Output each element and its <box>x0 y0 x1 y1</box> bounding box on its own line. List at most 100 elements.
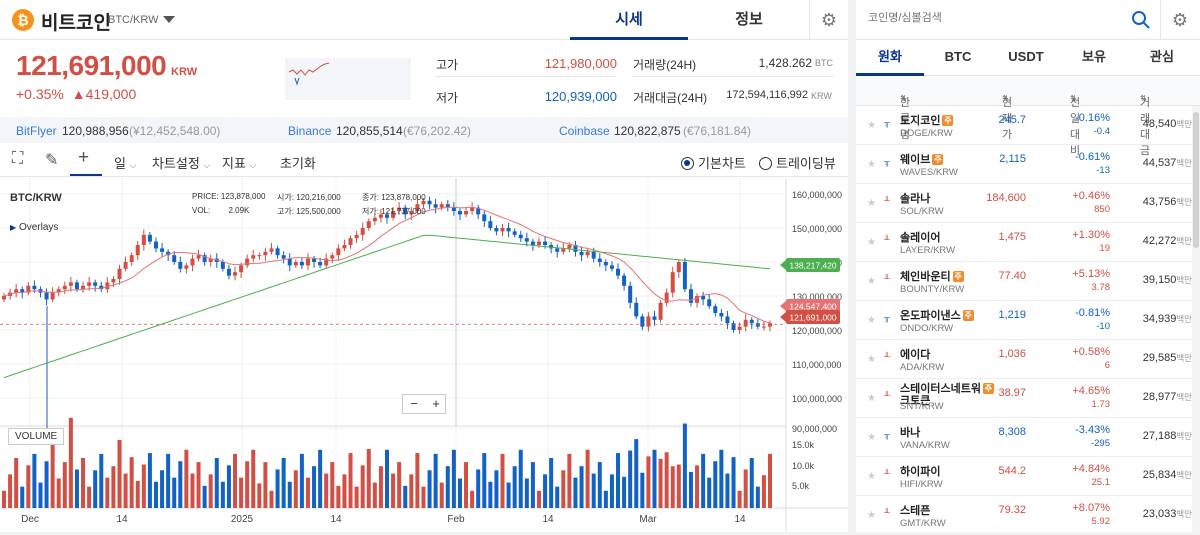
volume-bar <box>640 472 645 508</box>
exchange-name: BitFlyer <box>16 124 57 138</box>
coin-price: 2,115 <box>999 153 1026 165</box>
market-row[interactable]: ★ ╨ 에이다 ADA/KRW 1,036 +0.58% 6 29,585백만 <box>856 340 1192 379</box>
ohlc-open: 시가: 120,216,000 <box>277 192 341 203</box>
coin-name-line: 크토큰 <box>900 395 931 407</box>
candle-body <box>26 285 31 293</box>
candle-body <box>160 248 165 252</box>
candle-body <box>251 255 256 259</box>
chart-canvas[interactable]: 160,000,000150,000,000140,000,000130,000… <box>0 178 848 532</box>
coin-volume-value: 43,756 <box>1142 196 1177 208</box>
tab-btc[interactable]: BTC <box>944 49 972 64</box>
tradingview-radio[interactable]: 트레이딩뷰 <box>759 153 836 172</box>
period-select[interactable]: 일 ⌵ <box>114 153 136 172</box>
gear-icon[interactable]: ⚙ <box>1171 10 1189 30</box>
scrollbar[interactable] <box>1192 106 1200 532</box>
reset-button[interactable]: 초기화 <box>280 156 316 171</box>
x-tick-label: 14 <box>542 514 554 525</box>
tab-favorites[interactable]: 관심 <box>1150 49 1174 64</box>
volume-bar <box>500 453 505 508</box>
market-row[interactable]: ★ ╨ 솔레이어 LAYER/KRW 1,475 +1.30% 19 42,272백만 <box>856 223 1192 262</box>
volume-bar <box>616 453 621 508</box>
coin-change-abs: 6 <box>1104 360 1110 371</box>
divider <box>436 76 616 77</box>
coin-volume: 34,939백만 <box>1143 313 1192 325</box>
candle-body <box>433 204 438 208</box>
candle-body <box>50 292 55 300</box>
tab-price[interactable]: 시세 <box>570 0 688 40</box>
market-row[interactable]: ★ ╥ 웨이브 주 WAVES/KRW 2,115 -0.61% -13 44,537백만 <box>856 145 1192 184</box>
coin-change-abs: 25.1 <box>1091 477 1111 488</box>
volume-tick-label: 10.0k <box>792 461 815 471</box>
star-icon[interactable]: ★ <box>867 237 876 248</box>
star-icon[interactable]: ★ <box>867 510 876 521</box>
search-icon[interactable] <box>1130 9 1152 31</box>
star-icon[interactable]: ★ <box>867 471 876 482</box>
volume-bar <box>561 470 566 508</box>
market-row[interactable]: ★ ╨ 하이파이 HIFI/KRW 544.2 +4.84% 25.1 25,834백만 <box>856 457 1192 496</box>
price-unit: KRW <box>171 66 198 78</box>
market-row[interactable]: ★ ╥ 바나 VANA/KRW 8,308 -3.43% -295 27,188백만 <box>856 418 1192 457</box>
star-icon[interactable]: ★ <box>867 276 876 287</box>
volume-bar <box>403 485 408 508</box>
candle-body <box>135 245 140 256</box>
market-row[interactable]: ★ ╨ 체인바운티 주 BOUNTY/KRW 77.40 +5.13% 3.78 39,150백… <box>856 262 1192 301</box>
volume-bar <box>129 457 134 508</box>
coin-volume: 42,272백만 <box>1143 235 1192 247</box>
indicators-button[interactable]: 지표 ⌵ <box>222 153 256 172</box>
volume-bar <box>245 461 250 508</box>
candle-body <box>603 262 608 266</box>
market-row[interactable]: ★ ╨ 스테이터스네트워 주 크토큰 SNT/KRW 38.97 +4.65% 1.73 28,9… <box>856 379 1192 418</box>
volume-unit: 백만 <box>1176 470 1192 480</box>
market-row[interactable]: ★ ╥ 도지코인 주 DOGE/KRW 245.7 -0.16% -0.4 48,540백만 <box>856 106 1192 145</box>
candle-body <box>549 245 554 249</box>
volume-bar <box>56 478 61 508</box>
coin-price: 1,219 <box>998 309 1026 321</box>
pencil-icon[interactable]: ✎ <box>45 152 59 169</box>
volume-bar <box>451 449 456 508</box>
market-row[interactable]: ★ ╨ 솔라나 SOL/KRW 184,600 +0.46% 850 43,756백만 <box>856 184 1192 223</box>
tab-info[interactable]: 정보 <box>735 11 763 28</box>
market-row[interactable]: ★ ╨ 스테픈 GMT/KRW 79.32 +8.07% 5.92 23,033백만 <box>856 496 1192 535</box>
price-chart[interactable]: 160,000,000150,000,000140,000,000130,000… <box>0 178 848 532</box>
coin-name[interactable]: 비트코인 <box>41 13 111 34</box>
period-label: 일 <box>114 156 126 171</box>
chart-settings-button[interactable]: 차트설정 ⌵ <box>152 153 210 172</box>
volume-bar <box>415 453 420 508</box>
coin-change-abs: 3.78 <box>1091 282 1111 293</box>
candle-body <box>518 234 523 239</box>
ohlc-close-value: 123,878,000 <box>381 193 426 202</box>
star-icon[interactable]: ★ <box>867 393 876 404</box>
scrollbar-thumb[interactable] <box>1193 112 1199 248</box>
fullscreen-icon[interactable]: ⛶ <box>12 150 24 167</box>
basic-chart-radio[interactable]: 기본차트 <box>681 153 746 172</box>
volume-bar <box>761 475 766 508</box>
star-icon[interactable]: ★ <box>867 159 876 170</box>
tab-krw[interactable]: 원화 <box>856 40 924 76</box>
market-row[interactable]: ★ ╥ 온도파이낸스 주 ONDO/KRW 1,219 -0.81% -10 34,939백만 <box>856 301 1192 340</box>
tab-holdings[interactable]: 보유 <box>1082 49 1106 64</box>
candle-body <box>336 248 341 256</box>
ohlc-open-label: 시가: <box>277 193 294 202</box>
zoom-out-button[interactable]: − <box>410 396 418 411</box>
chevron-down-icon[interactable] <box>163 16 175 23</box>
star-icon[interactable]: ★ <box>867 354 876 365</box>
search-input[interactable] <box>868 12 1108 24</box>
tab-usdt[interactable]: USDT <box>1008 49 1044 64</box>
overlays-toggle[interactable]: ▶ Overlays <box>10 222 58 233</box>
gear-icon[interactable]: ⚙ <box>820 10 838 30</box>
volume-bar <box>32 453 37 508</box>
exchange-price: 120,988,956 <box>62 124 129 138</box>
star-icon[interactable]: ★ <box>867 432 876 443</box>
zoom-in-button[interactable]: + <box>432 396 440 411</box>
market-list-panel: ⚙ 원화 BTC USDT 보유 관심 한글명 ⇅ 현재가 ⇅ 전일대비 ⇅ 거… <box>856 0 1200 535</box>
crosshair-icon[interactable]: + <box>78 147 90 168</box>
volume-bar <box>354 486 359 508</box>
coin-name: 바나 <box>900 424 920 440</box>
volume-bar <box>421 486 426 508</box>
star-icon[interactable]: ★ <box>867 315 876 326</box>
star-icon[interactable]: ★ <box>867 120 876 131</box>
active-tool-indicator <box>70 174 102 176</box>
star-icon[interactable]: ★ <box>867 198 876 209</box>
price-tick-label: 110,000,000 <box>792 360 841 370</box>
candle-body <box>768 323 772 327</box>
